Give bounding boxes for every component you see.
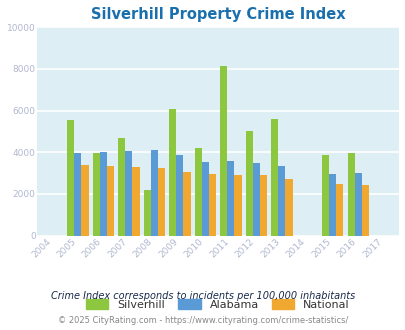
Bar	[245, 131, 252, 236]
Bar	[169, 109, 176, 236]
Bar	[118, 138, 125, 236]
Bar	[252, 163, 259, 236]
Bar	[321, 155, 328, 236]
Bar	[354, 173, 361, 236]
Bar	[259, 175, 266, 236]
Bar	[227, 161, 234, 236]
Bar	[194, 148, 201, 236]
Bar	[335, 183, 343, 236]
Bar	[361, 184, 368, 236]
Bar	[125, 151, 132, 236]
Bar	[67, 120, 74, 236]
Legend: Silverhill, Alabama, National: Silverhill, Alabama, National	[86, 299, 349, 310]
Bar	[74, 153, 81, 236]
Bar	[100, 152, 107, 236]
Bar	[328, 174, 335, 236]
Bar	[209, 174, 215, 236]
Bar	[201, 162, 209, 236]
Text: © 2025 CityRating.com - https://www.cityrating.com/crime-statistics/: © 2025 CityRating.com - https://www.city…	[58, 316, 347, 325]
Title: Silverhill Property Crime Index: Silverhill Property Crime Index	[91, 7, 345, 22]
Bar	[176, 155, 183, 236]
Text: Crime Index corresponds to incidents per 100,000 inhabitants: Crime Index corresponds to incidents per…	[51, 291, 354, 301]
Bar	[107, 166, 114, 236]
Bar	[150, 150, 158, 236]
Bar	[132, 167, 139, 236]
Bar	[143, 190, 150, 236]
Bar	[158, 168, 165, 236]
Bar	[220, 66, 227, 236]
Bar	[92, 153, 100, 236]
Bar	[183, 172, 190, 236]
Bar	[347, 153, 354, 236]
Bar	[271, 119, 277, 236]
Bar	[81, 165, 88, 236]
Bar	[285, 179, 292, 236]
Bar	[234, 175, 241, 236]
Bar	[277, 166, 285, 236]
